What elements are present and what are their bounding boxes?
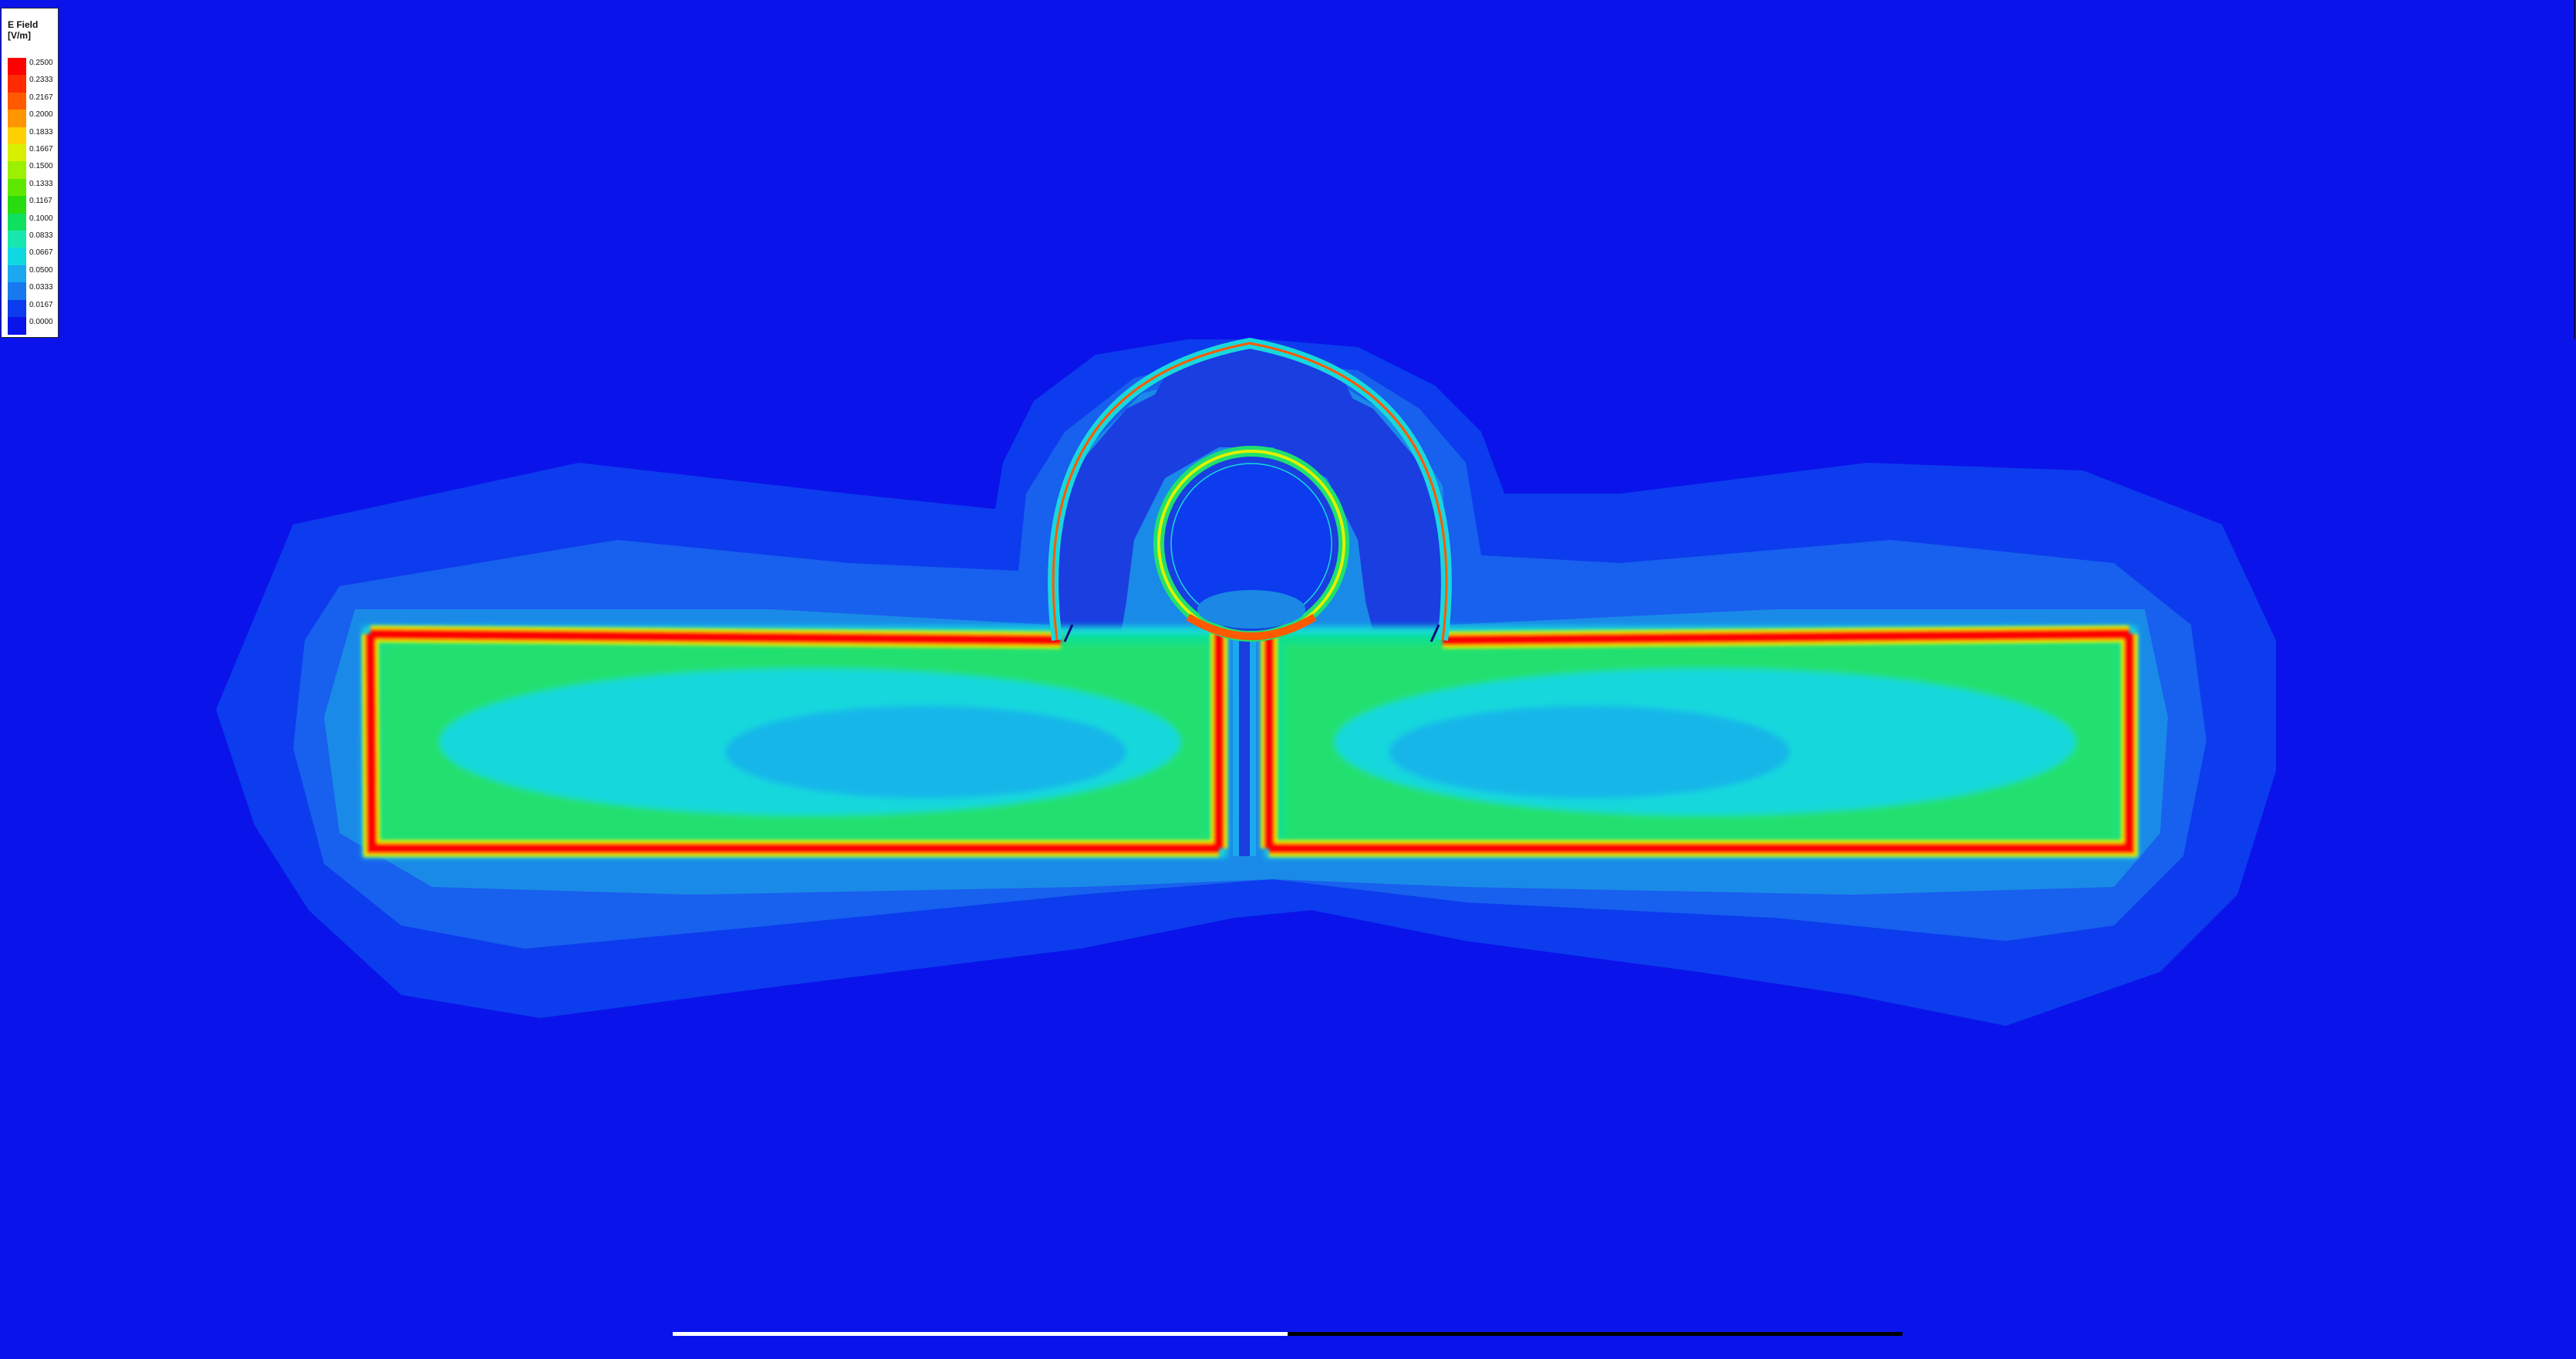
legend-value-label: 0.2333	[29, 76, 53, 85]
legend-value-label: 0.0167	[29, 300, 53, 309]
arch-arcs	[1048, 337, 1452, 641]
legend-value-label: 0.1333	[29, 179, 53, 188]
legend-value-label: 0.1667	[29, 145, 53, 153]
legend-value-label: 0.2000	[29, 110, 53, 120]
legend-value-label: 0.0833	[29, 231, 53, 240]
legend-value-label: 0.0333	[29, 283, 53, 292]
color-legend[interactable]: E Field [V/m] 0.2500 0.2333 0.2167 0.2000 0.…	[1, 8, 59, 338]
legend-value-label: 0.1000	[29, 214, 53, 223]
legend-swatch	[8, 161, 26, 180]
legend-swatch	[8, 144, 26, 162]
legend-swatch	[8, 282, 26, 301]
legend-value-label: 0.1167	[29, 197, 52, 206]
scale-bar-white-segment	[673, 1332, 1288, 1336]
legend-unit: [V/m]	[8, 30, 31, 41]
legend-value-label: 0.0667	[29, 248, 53, 258]
legend-value-label: 0.1500	[29, 162, 53, 171]
legend-value-label: 0.0000	[29, 318, 53, 326]
legend-swatch	[8, 248, 26, 266]
left-strip-border	[362, 626, 1227, 857]
legend-swatch	[8, 110, 26, 128]
left-lead-line	[1063, 624, 1074, 642]
legend-swatch	[8, 265, 26, 283]
center-ring	[1153, 446, 1349, 642]
viewport-edge	[2574, 0, 2575, 339]
arch-top-cap	[1134, 343, 1369, 470]
legend-value-label: 0.0500	[29, 265, 53, 275]
legend-value-label: 0.1833	[29, 127, 53, 137]
legend-swatch	[8, 126, 26, 145]
legend-title: E Field	[8, 19, 39, 30]
legend-swatch	[8, 178, 26, 197]
scale-bar	[673, 1332, 1902, 1336]
center-gap-core	[1239, 632, 1250, 856]
legend-swatch	[8, 75, 26, 93]
legend-swatch	[8, 92, 26, 110]
right-lead-line	[1430, 624, 1440, 642]
legend-value-label: 0.2500	[29, 59, 53, 67]
right-strip-border	[1261, 626, 2138, 857]
legend-value-label: 0.2167	[29, 93, 53, 102]
legend-swatch	[8, 317, 26, 335]
scale-bar-black-segment	[1288, 1332, 1902, 1336]
legend-swatch	[8, 299, 26, 318]
left-strip	[363, 626, 1227, 858]
legend-swatch	[8, 231, 26, 248]
right-strip	[1265, 626, 2137, 858]
legend-swatch	[8, 213, 26, 231]
legend-swatch	[8, 196, 26, 214]
legend-swatch	[8, 58, 26, 76]
